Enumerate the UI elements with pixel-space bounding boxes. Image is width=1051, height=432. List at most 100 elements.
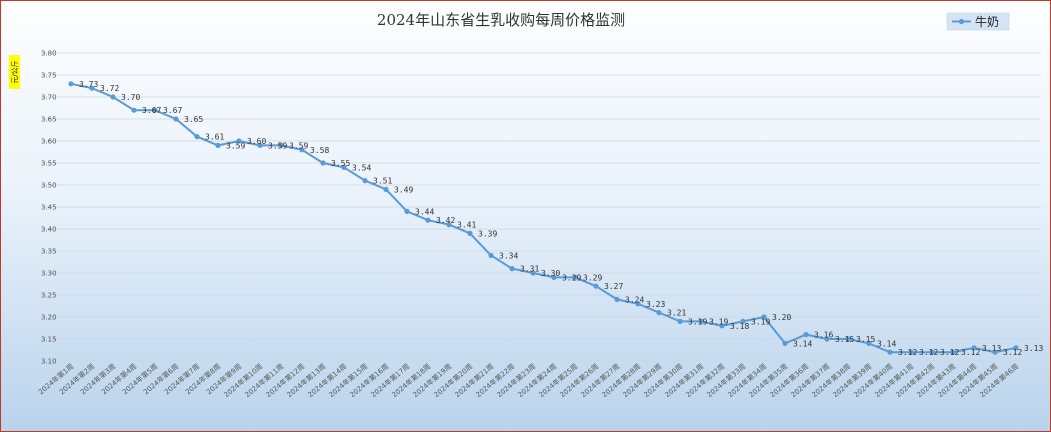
data-label: 3.67 bbox=[163, 106, 182, 115]
data-point bbox=[236, 138, 242, 144]
y-axis-ticks: 3.10 3.15 3.20 3.25 3.30 3.35 3.40 3.45 3.50 3.55… bbox=[41, 50, 57, 366]
data-label: 3.31 bbox=[520, 265, 539, 274]
data-label: 3.51 bbox=[373, 177, 392, 186]
data-label: 3.73 bbox=[79, 80, 98, 89]
data-point bbox=[677, 318, 683, 324]
y-tick-label: 3.60 bbox=[41, 138, 57, 146]
chart-title: 2024年山东省生乳收购每周价格监测 bbox=[377, 11, 625, 29]
y-tick-label: 3.65 bbox=[41, 116, 57, 124]
y-axis-label: 元/公斤 bbox=[10, 60, 19, 83]
legend-box bbox=[946, 12, 1010, 31]
gridlines bbox=[41, 52, 1041, 362]
data-point bbox=[761, 314, 767, 320]
data-label: 3.41 bbox=[457, 221, 476, 230]
data-point bbox=[782, 340, 788, 346]
data-point bbox=[866, 340, 872, 346]
data-point bbox=[446, 222, 452, 228]
data-label: 3.30 bbox=[541, 269, 560, 278]
data-point bbox=[635, 301, 641, 307]
data-label: 3.15 bbox=[856, 335, 875, 344]
data-point bbox=[110, 94, 116, 100]
data-point bbox=[824, 336, 830, 342]
legend: 牛奶 bbox=[946, 12, 1010, 31]
data-point bbox=[1013, 345, 1019, 351]
data-label: 3.23 bbox=[646, 300, 665, 309]
legend-marker bbox=[958, 18, 965, 25]
y-tick-label: 3.25 bbox=[41, 292, 57, 300]
data-point bbox=[257, 142, 263, 148]
data-point bbox=[131, 107, 137, 113]
y-tick-label: 3.35 bbox=[41, 248, 57, 256]
y-axis-label-box: 元/公斤 bbox=[9, 55, 20, 89]
data-point bbox=[89, 85, 95, 91]
data-label: 3.65 bbox=[184, 115, 203, 124]
data-point bbox=[383, 186, 389, 192]
data-label: 3.54 bbox=[352, 163, 371, 172]
data-label: 3.12 bbox=[919, 348, 938, 357]
data-label: 3.19 bbox=[688, 317, 707, 326]
data-label: 3.18 bbox=[730, 322, 749, 331]
y-tick-label: 3.10 bbox=[41, 358, 57, 366]
data-point bbox=[614, 296, 620, 302]
data-point bbox=[215, 142, 221, 148]
x-tick-label: 2024年第1周 bbox=[36, 362, 75, 397]
data-point bbox=[173, 116, 179, 122]
data-label: 3.13 bbox=[982, 344, 1001, 353]
data-label: 3.49 bbox=[394, 185, 413, 194]
data-point bbox=[971, 345, 977, 351]
x-tick-label: 2024年第5周 bbox=[120, 362, 159, 397]
data-point bbox=[992, 349, 998, 355]
data-label: 3.72 bbox=[100, 84, 119, 93]
data-point bbox=[320, 160, 326, 166]
data-label: 3.27 bbox=[604, 282, 623, 291]
data-label: 3.13 bbox=[1024, 344, 1043, 353]
data-point bbox=[299, 147, 305, 153]
data-label: 3.14 bbox=[793, 339, 812, 348]
y-tick-label: 3.20 bbox=[41, 314, 57, 322]
data-label: 3.29 bbox=[583, 273, 602, 282]
data-label: 3.55 bbox=[331, 159, 350, 168]
data-labels: 3.73 3.723.703.67 3.673.653.613.59 3.60 3.59… bbox=[79, 80, 1043, 357]
series-points bbox=[68, 81, 1019, 355]
data-label: 3.14 bbox=[877, 339, 896, 348]
y-tick-label: 3.75 bbox=[41, 72, 57, 80]
y-tick-label: 3.50 bbox=[41, 182, 57, 190]
data-point bbox=[719, 323, 725, 329]
x-tick-label: 2024年第7周 bbox=[162, 362, 201, 397]
data-point bbox=[593, 283, 599, 289]
data-point bbox=[803, 332, 809, 338]
data-label: 3.12 bbox=[898, 348, 917, 357]
data-point bbox=[572, 274, 578, 280]
data-label: 3.44 bbox=[415, 207, 434, 216]
data-label: 3.12 bbox=[961, 348, 980, 357]
data-label: 3.59 bbox=[226, 141, 245, 150]
data-point bbox=[362, 178, 368, 184]
data-point bbox=[467, 230, 473, 236]
x-tick-label: 2024年第3周 bbox=[78, 362, 117, 397]
y-axis-label-highlight bbox=[9, 55, 20, 89]
series-line-milk bbox=[70, 82, 1017, 354]
data-point bbox=[656, 310, 662, 316]
data-point bbox=[740, 318, 746, 324]
y-tick-label: 3.45 bbox=[41, 204, 57, 212]
data-point bbox=[551, 274, 557, 280]
data-label: 3.34 bbox=[499, 251, 518, 260]
data-label: 3.12 bbox=[1003, 348, 1022, 357]
data-label: 3.15 bbox=[835, 335, 854, 344]
data-label: 3.39 bbox=[478, 229, 497, 238]
data-label: 3.59 bbox=[289, 141, 308, 150]
data-point bbox=[845, 336, 851, 342]
data-label: 3.21 bbox=[667, 309, 686, 318]
data-label: 3.20 bbox=[772, 313, 791, 322]
data-label: 3.59 bbox=[268, 141, 287, 150]
data-point bbox=[530, 270, 536, 276]
data-point bbox=[404, 208, 410, 214]
data-label: 3.61 bbox=[205, 133, 224, 142]
x-tick-label: 2024年第8周 bbox=[183, 362, 222, 397]
x-axis-ticks: 2024年第1周2024年第2周2024年第3周2024年第4周2024年第5周… bbox=[36, 362, 1020, 400]
data-point bbox=[194, 134, 200, 140]
data-label: 3.67 bbox=[142, 106, 161, 115]
data-point bbox=[341, 164, 347, 170]
